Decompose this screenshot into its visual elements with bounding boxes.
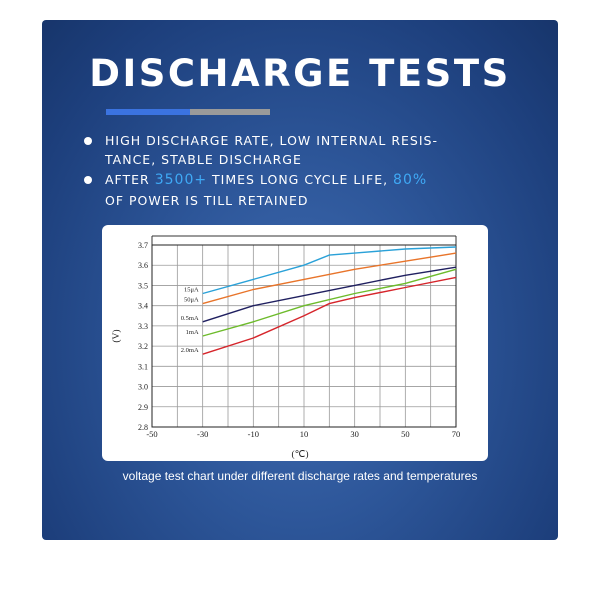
x-tick-label: 50 xyxy=(401,429,410,439)
y-tick-label: 3.1 xyxy=(138,362,148,371)
highlight-cycles: 3500+ xyxy=(154,172,208,188)
plot-area-frame xyxy=(151,244,457,428)
series-label: 2.0mA xyxy=(181,347,199,354)
title-underline-grey xyxy=(190,109,270,115)
series-line xyxy=(202,268,457,337)
title-underline-blue xyxy=(106,109,190,115)
x-tick-label: 10 xyxy=(300,429,309,439)
x-tick-label: 30 xyxy=(350,429,359,439)
series-line xyxy=(202,252,457,305)
x-tick-label: -30 xyxy=(197,429,208,439)
bullet-text-1-line2: TANCE, STABLE DISCHARGE xyxy=(105,152,302,167)
series-label: 50μA xyxy=(184,297,199,304)
page-title: DISCHARGE TESTS xyxy=(89,52,511,95)
x-tick-label: -50 xyxy=(146,429,157,439)
x-axis-label: (℃) xyxy=(292,449,309,460)
y-tick-label: 2.9 xyxy=(138,403,148,412)
series-line xyxy=(202,276,457,355)
y-tick-label: 3.2 xyxy=(138,342,148,351)
series-line xyxy=(202,266,457,323)
y-axis-label: (V) xyxy=(111,329,122,342)
series-label: 0.5mA xyxy=(181,315,199,322)
x-tick-label: 70 xyxy=(452,429,461,439)
y-tick-label: 3.7 xyxy=(138,241,148,250)
x-tick-label: -10 xyxy=(248,429,259,439)
y-tick-label: 3.3 xyxy=(138,322,148,331)
voltage-temperature-chart: 2.8 2.9 3.0 3.1 3.2 3.3 3.4 3.5 3.6 3.7 -50 -30 -10 1… xyxy=(111,235,461,460)
y-tick-label: 3.5 xyxy=(138,281,148,290)
chart-panel: 2.8 2.9 3.0 3.1 3.2 3.3 3.4 3.5 3.6 3.7 -50 -30 -10 1… xyxy=(102,225,488,461)
bullet-dot xyxy=(84,137,92,145)
series-line xyxy=(202,246,457,295)
bullet-text-1-line1: HIGH DISCHARGE RATE, LOW INTERNAL RESIS- xyxy=(105,133,438,148)
y-tick-label: 2.8 xyxy=(138,423,148,432)
bullet-text-2-line1: AFTER 3500+ TIMES LONG CYCLE LIFE, 80% xyxy=(105,170,427,190)
bullet-dot xyxy=(84,176,92,184)
y-tick-label: 3.6 xyxy=(138,261,148,270)
chart-caption: voltage test chart under different disch… xyxy=(122,469,478,483)
y-tick-label: 3.0 xyxy=(138,383,148,392)
bullet-text-2-line2: OF POWER IS TILL RETAINED xyxy=(105,193,309,208)
y-tick-label: 3.4 xyxy=(138,302,148,311)
series-label: 15μA xyxy=(184,287,199,294)
bullet-text-2-pre: AFTER xyxy=(105,172,155,187)
highlight-percent: 80% xyxy=(393,172,428,188)
bullet-text-2-mid: TIMES LONG CYCLE LIFE, xyxy=(207,172,394,187)
series-label: 1mA xyxy=(186,329,199,336)
